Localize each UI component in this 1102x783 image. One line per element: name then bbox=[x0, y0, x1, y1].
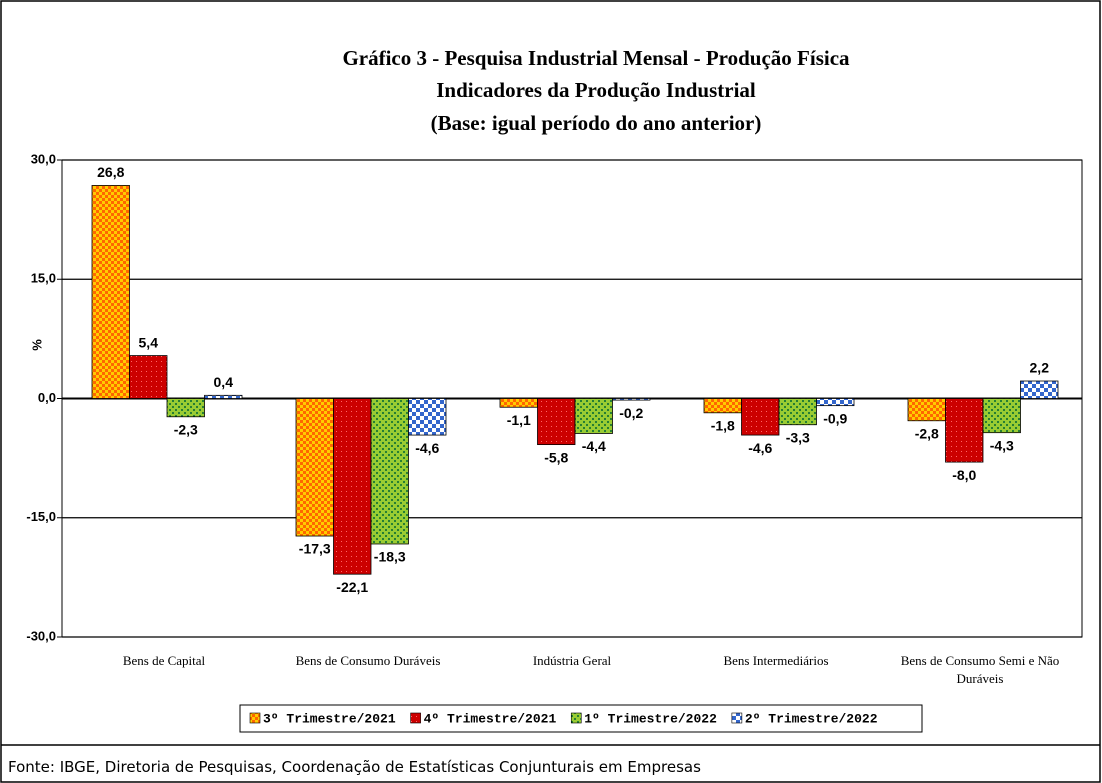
value-label: 5,4 bbox=[139, 334, 159, 350]
x-tick-label: Indústria Geral bbox=[532, 653, 612, 668]
bar bbox=[1020, 380, 1059, 399]
value-label: -4,6 bbox=[415, 440, 439, 456]
bar bbox=[574, 398, 613, 434]
bar bbox=[816, 398, 855, 407]
bar bbox=[703, 398, 742, 414]
value-label: 0,4 bbox=[214, 374, 234, 390]
value-label: -2,3 bbox=[174, 421, 198, 437]
value-label: -4,3 bbox=[990, 437, 1014, 453]
bar bbox=[778, 398, 817, 426]
bar bbox=[537, 398, 576, 446]
y-tick-label: 15,0 bbox=[31, 271, 56, 286]
value-label: 2,2 bbox=[1030, 360, 1050, 376]
bar bbox=[982, 398, 1021, 434]
chart-title: Indicadores da Produção Industrial bbox=[436, 78, 756, 102]
value-label: -0,9 bbox=[823, 410, 847, 426]
y-tick-label: 0,0 bbox=[38, 390, 56, 405]
legend-swatch bbox=[410, 712, 421, 724]
legend-label: 2º Trimestre/2022 bbox=[745, 711, 878, 726]
value-label: -4,6 bbox=[748, 440, 772, 456]
bar bbox=[408, 398, 447, 436]
bar bbox=[295, 398, 334, 537]
value-label: -0,2 bbox=[619, 405, 643, 421]
y-tick-label: -30,0 bbox=[26, 628, 56, 643]
value-label: -18,3 bbox=[374, 549, 406, 565]
y-tick-label: -15,0 bbox=[26, 509, 56, 524]
legend-swatch bbox=[731, 712, 743, 724]
value-label: -22,1 bbox=[336, 579, 368, 595]
x-tick-label: Bens de Consumo Semi e Não Duráveis bbox=[900, 653, 1060, 686]
bar bbox=[612, 398, 651, 401]
legend-label: 1º Trimestre/2022 bbox=[584, 711, 717, 726]
bar bbox=[129, 355, 168, 399]
legend-swatch bbox=[249, 712, 261, 724]
bar bbox=[166, 398, 205, 418]
value-label: -1,1 bbox=[507, 412, 531, 428]
y-axis-label: % bbox=[29, 339, 44, 351]
chart-title: Gráfico 3 - Pesquisa Industrial Mensal -… bbox=[342, 46, 850, 70]
bar bbox=[204, 394, 243, 399]
source: Fonte: IBGE, Diretoria de Pesquisas, Coo… bbox=[8, 758, 701, 776]
bar bbox=[91, 185, 130, 399]
value-label: -5,8 bbox=[544, 449, 568, 465]
x-tick-label: Bens Intermediários bbox=[723, 653, 829, 668]
value-label: 26,8 bbox=[97, 164, 124, 180]
legend-label: 3º Trimestre/2021 bbox=[263, 711, 396, 726]
bar bbox=[907, 398, 946, 422]
legend-box bbox=[239, 704, 923, 733]
bar bbox=[499, 398, 538, 408]
x-tick-label: Bens de Consumo Duráveis bbox=[295, 653, 441, 668]
legend-label: 4º Trimestre/2021 bbox=[424, 711, 557, 726]
bar bbox=[370, 398, 409, 545]
value-label: -1,8 bbox=[711, 418, 735, 434]
bar bbox=[741, 398, 780, 436]
y-tick-label: 30,0 bbox=[31, 151, 56, 166]
x-tick-label: Bens de Capital bbox=[122, 653, 206, 668]
value-label: -2,8 bbox=[915, 425, 939, 441]
value-label: -17,3 bbox=[299, 541, 331, 557]
bar bbox=[945, 398, 984, 463]
value-label: -8,0 bbox=[952, 467, 976, 483]
legend-swatch bbox=[570, 712, 582, 724]
chart-title: (Base: igual período do ano anterior) bbox=[431, 111, 762, 135]
value-label: -3,3 bbox=[786, 429, 810, 445]
bar bbox=[333, 398, 372, 575]
value-label: -4,4 bbox=[582, 438, 606, 454]
